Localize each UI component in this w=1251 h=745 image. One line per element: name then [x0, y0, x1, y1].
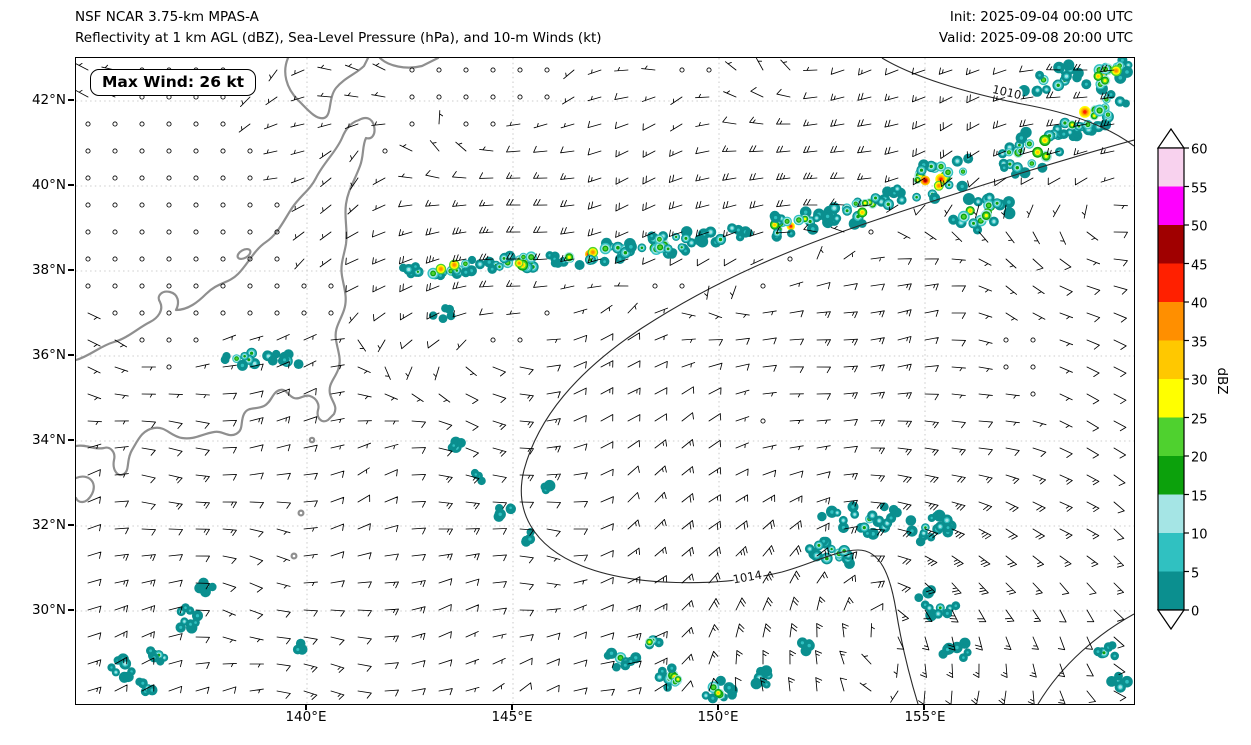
wind-barb-layer — [76, 58, 1128, 704]
colorbar-label: dBZ — [1214, 367, 1230, 395]
colorbar-segment — [1158, 148, 1184, 187]
colorbar-tick: 5 — [1191, 566, 1200, 581]
lat-tick-mark — [68, 99, 74, 101]
lat-tick-mark — [68, 439, 74, 441]
init-time: Init: 2025-09-04 00:00 UTC — [949, 9, 1133, 25]
model-title: NSF NCAR 3.75-km MPAS-A — [75, 9, 259, 25]
colorbar-segment — [1158, 302, 1184, 341]
lat-tick-mark — [68, 524, 74, 526]
lon-tick-mark — [511, 704, 513, 710]
lon-tick-mark — [305, 704, 307, 710]
lat-tick-mark — [68, 354, 74, 356]
title-block: NSF NCAR 3.75-km MPAS-A Reflectivity at … — [75, 7, 602, 49]
coastline-hokkaido-east — [378, 58, 440, 69]
colorbar-segment — [1158, 571, 1184, 611]
colorbar-tick: 0 — [1191, 604, 1200, 620]
lon-tick-label: 155°E — [904, 709, 946, 725]
colorbar-segment — [1158, 263, 1184, 303]
map-canvas: 1010 1014 — [76, 58, 1134, 704]
colorbar-tick: 20 — [1191, 450, 1208, 466]
island-oshima — [308, 436, 316, 444]
colorbar-segment — [1158, 379, 1184, 418]
colorbar — [1156, 127, 1189, 631]
lon-tick-label: 140°E — [285, 709, 327, 725]
coastline-shikoku — [76, 475, 95, 504]
colorbar-over-arrow — [1156, 127, 1186, 149]
lat-tick-label: 34°N — [31, 432, 66, 448]
colorbar-segment — [1158, 340, 1184, 380]
lat-tick-label: 42°N — [31, 92, 66, 108]
lon-tick-label: 150°E — [697, 709, 739, 725]
colorbar-tick: 45 — [1191, 258, 1208, 273]
graticule-layer — [76, 58, 1134, 704]
lat-tick-label: 38°N — [31, 262, 66, 278]
colorbar-tick: 60 — [1191, 142, 1208, 158]
island-izu-1 — [297, 509, 305, 517]
island-sado — [236, 247, 252, 261]
valid-time: Valid: 2025-09-08 20:00 UTC — [938, 30, 1133, 46]
coastline-hokkaido — [284, 58, 370, 120]
slp-contour-corner — [1037, 613, 1134, 704]
slp-contour-1010 — [881, 58, 1134, 147]
calm-circles-layer — [85, 67, 1036, 424]
lon-tick-mark — [717, 704, 719, 710]
contour-label-layer: 1010 1014 — [730, 80, 1025, 589]
reflectivity-layer — [107, 58, 1133, 704]
colorbar-under-arrow — [1156, 609, 1186, 631]
lat-tick-label: 40°N — [31, 177, 66, 193]
coastline-honshu-east — [76, 116, 376, 477]
colorbar-tick: 40 — [1191, 296, 1208, 312]
contour-label-1010: 1010 — [991, 82, 1023, 102]
colorbar-segment — [1158, 225, 1184, 264]
lat-tick-label: 30°N — [31, 602, 66, 618]
map-panel: 1010 1014 Max Wind: 26 kt — [75, 57, 1135, 705]
lat-tick-label: 36°N — [31, 347, 66, 363]
colorbar-tick: 15 — [1191, 489, 1208, 504]
colorbar-tick: 25 — [1191, 412, 1208, 427]
time-block: Init: 2025-09-04 00:00 UTC Valid: 2025-0… — [939, 7, 1133, 49]
colorbar-segment — [1158, 533, 1184, 572]
lat-tick-mark — [68, 184, 74, 186]
lon-tick-label: 145°E — [491, 709, 533, 725]
colorbar-tick: 50 — [1191, 219, 1208, 235]
plot-subtitle: Reflectivity at 1 km AGL (dBZ), Sea-Leve… — [75, 30, 602, 46]
colorbar-tick: 35 — [1191, 335, 1208, 350]
contour-label-1014: 1014 — [732, 568, 763, 587]
lat-tick-mark — [68, 609, 74, 611]
lon-tick-mark — [923, 704, 925, 710]
island-izu-2 — [290, 552, 298, 560]
coastline-honshu-west — [76, 118, 361, 362]
colorbar-tick: 30 — [1191, 373, 1208, 389]
coastline-layer — [76, 58, 440, 560]
max-wind-badge: Max Wind: 26 kt — [90, 69, 257, 96]
colorbar-segment — [1158, 417, 1184, 457]
lat-tick-label: 32°N — [31, 517, 66, 533]
colorbar-tick: 10 — [1191, 527, 1208, 543]
lat-tick-mark — [68, 269, 74, 271]
colorbar-segment — [1158, 186, 1184, 226]
colorbar-tick: 55 — [1191, 181, 1208, 196]
colorbar-segment — [1158, 456, 1184, 495]
colorbar-segment — [1158, 494, 1184, 534]
